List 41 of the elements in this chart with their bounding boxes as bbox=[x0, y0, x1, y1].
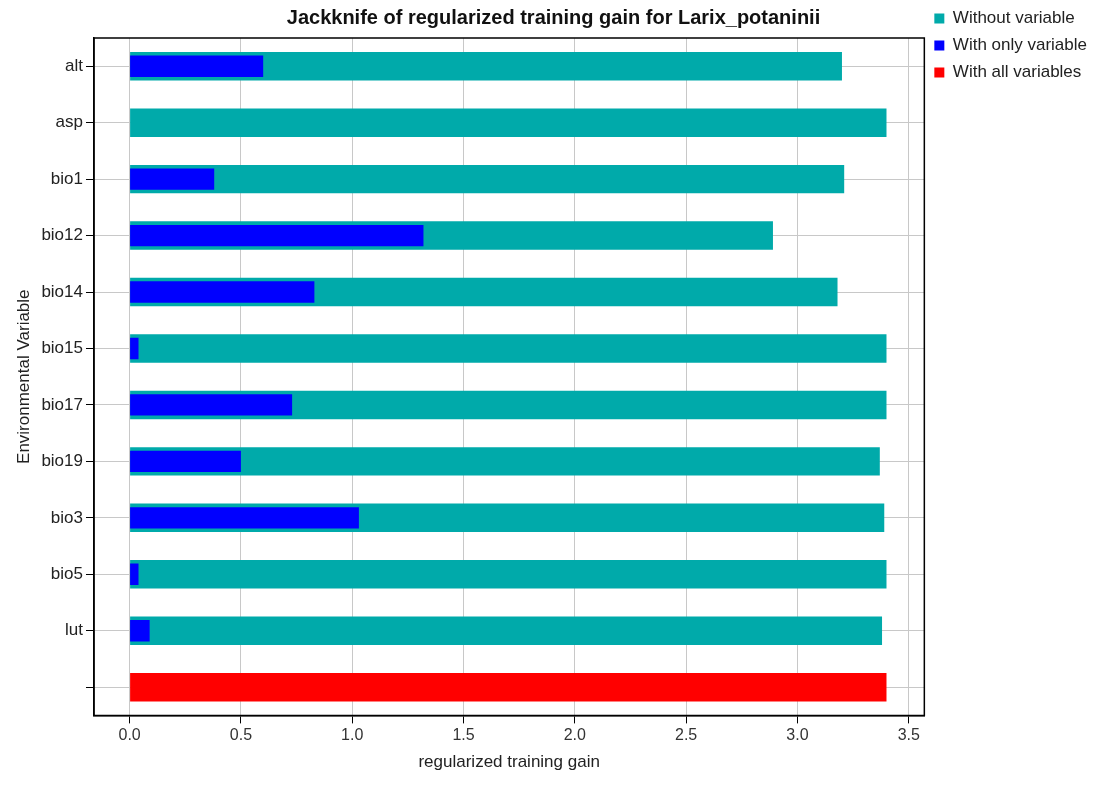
legend-label: With all variables bbox=[952, 62, 1082, 82]
y-tick-label: bio15 bbox=[41, 338, 83, 358]
x-tick-label: 1.5 bbox=[452, 726, 475, 744]
bar bbox=[130, 507, 359, 529]
y-tick-label: bio12 bbox=[41, 225, 83, 245]
y-tick-label: bio14 bbox=[41, 281, 83, 301]
bar bbox=[130, 334, 887, 363]
y-axis-title: Environmental Variable bbox=[13, 289, 33, 464]
y-tick-label: alt bbox=[65, 55, 84, 75]
bar bbox=[130, 55, 264, 77]
legend-label: With only variable bbox=[952, 35, 1088, 55]
bar bbox=[130, 164, 845, 194]
bar bbox=[130, 450, 241, 473]
bar bbox=[130, 560, 887, 589]
x-tick-label: 3.0 bbox=[786, 726, 809, 744]
x-tick-label: 2.5 bbox=[675, 726, 698, 744]
bar bbox=[130, 108, 887, 137]
y-tick-label: bio19 bbox=[41, 451, 83, 471]
x-tick-label: 2.0 bbox=[563, 726, 587, 744]
y-tick-label: bio1 bbox=[50, 168, 83, 188]
x-tick-label: 0.5 bbox=[229, 726, 253, 744]
x-tick-label: 1.0 bbox=[341, 726, 364, 744]
bar bbox=[130, 224, 424, 247]
bar bbox=[130, 394, 293, 416]
x-axis-title: regularized training gain bbox=[418, 752, 600, 772]
y-tick-label: bio3 bbox=[50, 507, 83, 527]
x-tick-label: 0.0 bbox=[118, 726, 141, 744]
y-tick-label: lut bbox=[65, 620, 84, 640]
bar bbox=[130, 672, 887, 702]
x-tick-label: 3.5 bbox=[897, 726, 920, 744]
y-tick-label: bio17 bbox=[41, 394, 83, 414]
y-tick-label: asp bbox=[55, 112, 83, 132]
bar bbox=[130, 337, 139, 360]
y-tick-label: bio5 bbox=[50, 563, 83, 583]
bar bbox=[130, 168, 215, 190]
chart-title: Jackknife of regularized training gain for Larix_potaninii bbox=[286, 5, 821, 28]
bar bbox=[130, 616, 883, 645]
legend-label: Without variable bbox=[952, 8, 1075, 28]
bar bbox=[130, 563, 139, 585]
bar bbox=[130, 620, 150, 642]
bar bbox=[130, 281, 315, 303]
